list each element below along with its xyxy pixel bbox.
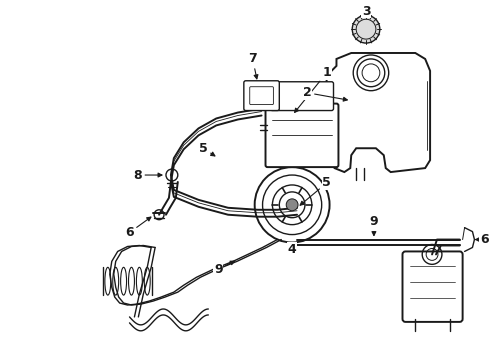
Text: 5: 5	[199, 142, 215, 156]
Circle shape	[353, 55, 389, 91]
Text: 6: 6	[476, 233, 489, 246]
Circle shape	[255, 167, 330, 243]
Text: 7: 7	[248, 53, 258, 79]
Polygon shape	[327, 53, 430, 172]
FancyBboxPatch shape	[244, 81, 279, 111]
Circle shape	[286, 199, 298, 211]
Text: 2: 2	[302, 86, 347, 101]
Text: 3: 3	[362, 5, 370, 18]
Text: 1: 1	[294, 66, 331, 112]
Ellipse shape	[128, 267, 134, 295]
Text: 6: 6	[125, 217, 151, 239]
FancyBboxPatch shape	[266, 104, 339, 167]
Circle shape	[352, 15, 380, 43]
Text: 4: 4	[288, 243, 296, 256]
Circle shape	[272, 185, 312, 225]
FancyBboxPatch shape	[250, 87, 273, 105]
Text: 8: 8	[133, 168, 162, 181]
Text: 5: 5	[300, 176, 331, 205]
FancyBboxPatch shape	[270, 82, 334, 111]
FancyBboxPatch shape	[402, 251, 463, 322]
Text: 9: 9	[369, 215, 378, 235]
Text: 9: 9	[214, 261, 234, 276]
Ellipse shape	[105, 267, 111, 295]
Ellipse shape	[136, 267, 142, 295]
Ellipse shape	[144, 267, 150, 295]
Ellipse shape	[121, 267, 126, 295]
Ellipse shape	[113, 267, 119, 295]
